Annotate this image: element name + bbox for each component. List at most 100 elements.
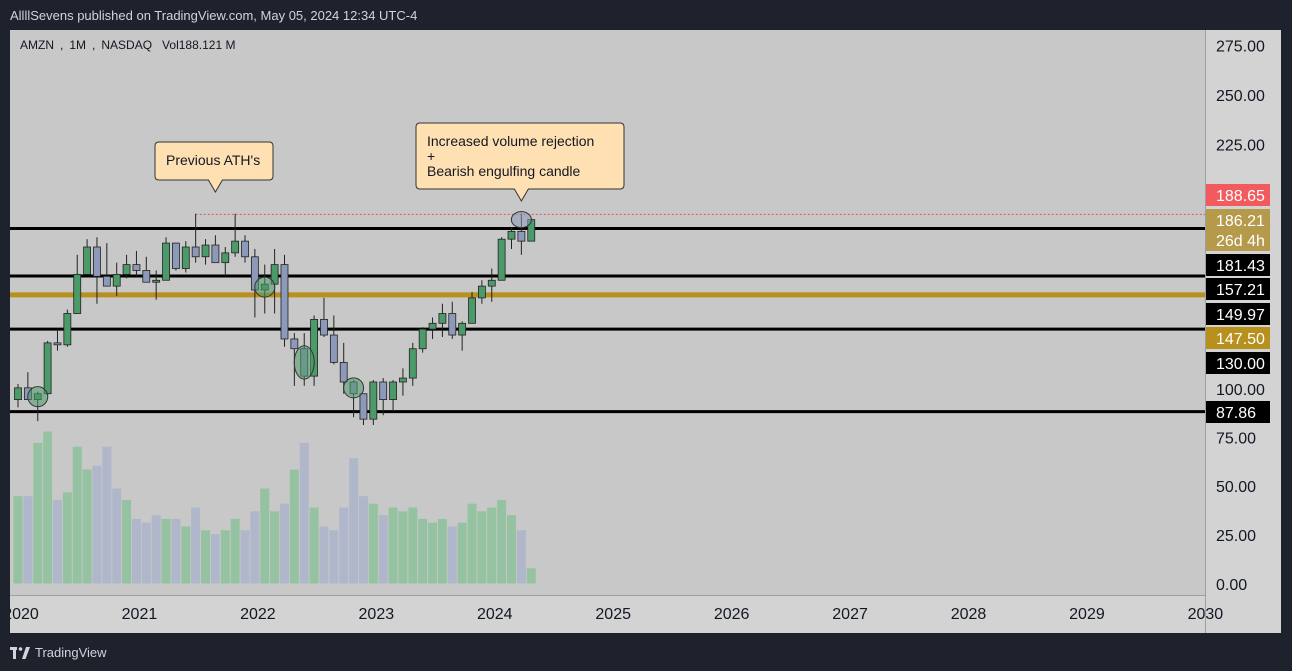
price-tag-label: 188.65 xyxy=(1216,188,1265,205)
x-axis-tick-label: 2028 xyxy=(951,606,987,623)
price-tag-label: 181.43 xyxy=(1216,258,1265,275)
legend-interval[interactable]: 1M xyxy=(69,38,87,52)
volume-bar xyxy=(418,518,428,584)
legend-volume-label: Vol xyxy=(162,38,179,52)
volume-bar xyxy=(408,507,418,584)
price-tag-label: 186.21 xyxy=(1216,213,1265,230)
volume-bar xyxy=(43,431,53,584)
candle-body xyxy=(329,334,338,363)
candle-body xyxy=(448,313,457,336)
chart-area[interactable]: Previous ATH's Increased volume rejection… xyxy=(10,30,1281,633)
candle-body xyxy=(290,338,299,350)
legend-volume-value: 188.121 M xyxy=(178,38,236,52)
volume-bar xyxy=(23,496,33,584)
volume-bar xyxy=(437,518,447,584)
price-tag-label: 87.86 xyxy=(1216,405,1256,422)
candle-body xyxy=(181,246,190,269)
publisher-text: AllllSevens published on TradingView.com… xyxy=(10,8,418,23)
volume-bar xyxy=(368,503,378,584)
y-axis-tick-label: 100.00 xyxy=(1216,382,1265,399)
price-tag xyxy=(1206,303,1270,325)
candle-body xyxy=(112,273,121,287)
volume-bar xyxy=(13,496,23,584)
volume-bar xyxy=(260,488,270,584)
candle-body xyxy=(53,342,62,346)
volume-bar xyxy=(122,499,132,584)
candle-body xyxy=(428,322,437,330)
candle-body xyxy=(73,273,82,314)
candlestick-chart[interactable]: Previous ATH's Increased volume rejection… xyxy=(10,30,1281,633)
candle-body xyxy=(142,270,151,283)
candle-body xyxy=(172,242,180,269)
candle-body xyxy=(418,328,427,350)
candle-body xyxy=(468,297,476,324)
price-tag xyxy=(1206,254,1270,276)
volume-bar xyxy=(201,530,211,584)
candle-body xyxy=(507,230,516,240)
volume-bar xyxy=(447,526,457,584)
y-axis-tick-label: 50.00 xyxy=(1216,479,1256,496)
time-axis-background xyxy=(10,595,1205,633)
candle-body xyxy=(162,242,170,281)
marked-candle-ellipse xyxy=(510,211,532,229)
volume-bar xyxy=(487,507,497,584)
y-axis-tick-label: 0.00 xyxy=(1216,577,1247,594)
candle-body xyxy=(320,318,328,336)
legend-exchange: NASDAQ xyxy=(101,38,153,52)
volume-bar xyxy=(210,534,220,584)
brand-text: TradingView xyxy=(35,645,107,660)
volume-bar xyxy=(82,469,92,584)
x-axis-tick-label: 2026 xyxy=(714,606,750,623)
publisher-header: AllllSevens published on TradingView.com… xyxy=(0,0,1292,30)
callout-text: + xyxy=(427,148,435,164)
volume-bar xyxy=(151,515,161,584)
volume-bar xyxy=(358,496,368,584)
candle-body xyxy=(517,230,526,242)
y-axis-tick-label: 25.00 xyxy=(1216,528,1256,545)
price-tag xyxy=(1206,209,1270,231)
volume-bar xyxy=(279,503,289,584)
callout-box xyxy=(154,141,274,193)
volume-bar xyxy=(220,530,230,584)
callout-box xyxy=(415,122,625,202)
marked-candle-ellipse xyxy=(343,377,365,399)
chart-legend: AMZN, 1M, NASDAQ Vol188.121 M xyxy=(20,38,236,52)
volume-bar xyxy=(181,526,191,584)
price-tag-label: 130.00 xyxy=(1216,356,1265,373)
volume-bar xyxy=(131,518,141,584)
volume-bar xyxy=(52,499,62,584)
price-tag xyxy=(1206,184,1270,206)
candle-body xyxy=(487,279,496,287)
volume-bar xyxy=(428,522,438,584)
price-tag xyxy=(1206,327,1270,349)
price-tag-label: 157.21 xyxy=(1216,282,1265,299)
candle-body xyxy=(379,381,388,401)
price-tag-label: 26d 4h xyxy=(1216,233,1265,250)
volume-bar xyxy=(339,507,349,584)
tradingview-brand[interactable]: TradingView xyxy=(10,645,107,660)
tradingview-logo-icon xyxy=(10,646,30,659)
candle-body xyxy=(310,318,319,377)
volume-bar xyxy=(191,507,201,584)
x-axis-tick-label: 2022 xyxy=(240,606,276,623)
volume-bar xyxy=(329,530,339,584)
plot-background xyxy=(10,30,1205,595)
volume-bar xyxy=(161,518,171,584)
callout-text: Bearish engulfing candle xyxy=(427,163,581,179)
candle-body xyxy=(152,279,161,283)
price-tag xyxy=(1206,352,1270,374)
legend-symbol[interactable]: AMZN xyxy=(20,38,54,52)
volume-bar xyxy=(526,568,536,584)
footer: TradingView xyxy=(0,634,1292,671)
x-axis-tick-label: 2025 xyxy=(595,606,631,623)
candle-body xyxy=(408,348,417,379)
price-tag-label: 149.97 xyxy=(1216,307,1265,324)
candle-body xyxy=(458,322,467,336)
price-tag xyxy=(1206,229,1270,251)
candle-body xyxy=(221,252,230,264)
volume-bar xyxy=(467,503,477,584)
volume-bar xyxy=(289,469,299,584)
price-tag xyxy=(1206,278,1270,300)
volume-bar xyxy=(230,518,240,584)
